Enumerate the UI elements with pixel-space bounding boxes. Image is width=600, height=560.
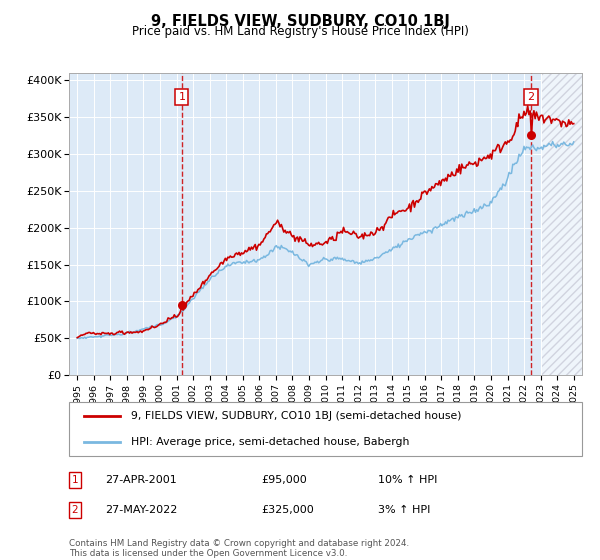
Text: 10% ↑ HPI: 10% ↑ HPI — [378, 475, 437, 485]
Text: 27-APR-2001: 27-APR-2001 — [105, 475, 177, 485]
Text: 1: 1 — [178, 92, 185, 102]
Text: 9, FIELDS VIEW, SUDBURY, CO10 1BJ (semi-detached house): 9, FIELDS VIEW, SUDBURY, CO10 1BJ (semi-… — [131, 412, 461, 421]
Text: 27-MAY-2022: 27-MAY-2022 — [105, 505, 178, 515]
Bar — [542, 73, 582, 375]
Text: 2: 2 — [71, 505, 79, 515]
Text: 9, FIELDS VIEW, SUDBURY, CO10 1BJ: 9, FIELDS VIEW, SUDBURY, CO10 1BJ — [151, 14, 449, 29]
Text: £325,000: £325,000 — [261, 505, 314, 515]
Text: HPI: Average price, semi-detached house, Babergh: HPI: Average price, semi-detached house,… — [131, 437, 409, 446]
Text: £95,000: £95,000 — [261, 475, 307, 485]
Text: Price paid vs. HM Land Registry's House Price Index (HPI): Price paid vs. HM Land Registry's House … — [131, 25, 469, 38]
Text: 3% ↑ HPI: 3% ↑ HPI — [378, 505, 430, 515]
Text: Contains HM Land Registry data © Crown copyright and database right 2024.
This d: Contains HM Land Registry data © Crown c… — [69, 539, 409, 558]
Text: 1: 1 — [71, 475, 79, 485]
FancyBboxPatch shape — [69, 402, 582, 456]
Bar — [542, 73, 582, 375]
Text: 2: 2 — [527, 92, 535, 102]
